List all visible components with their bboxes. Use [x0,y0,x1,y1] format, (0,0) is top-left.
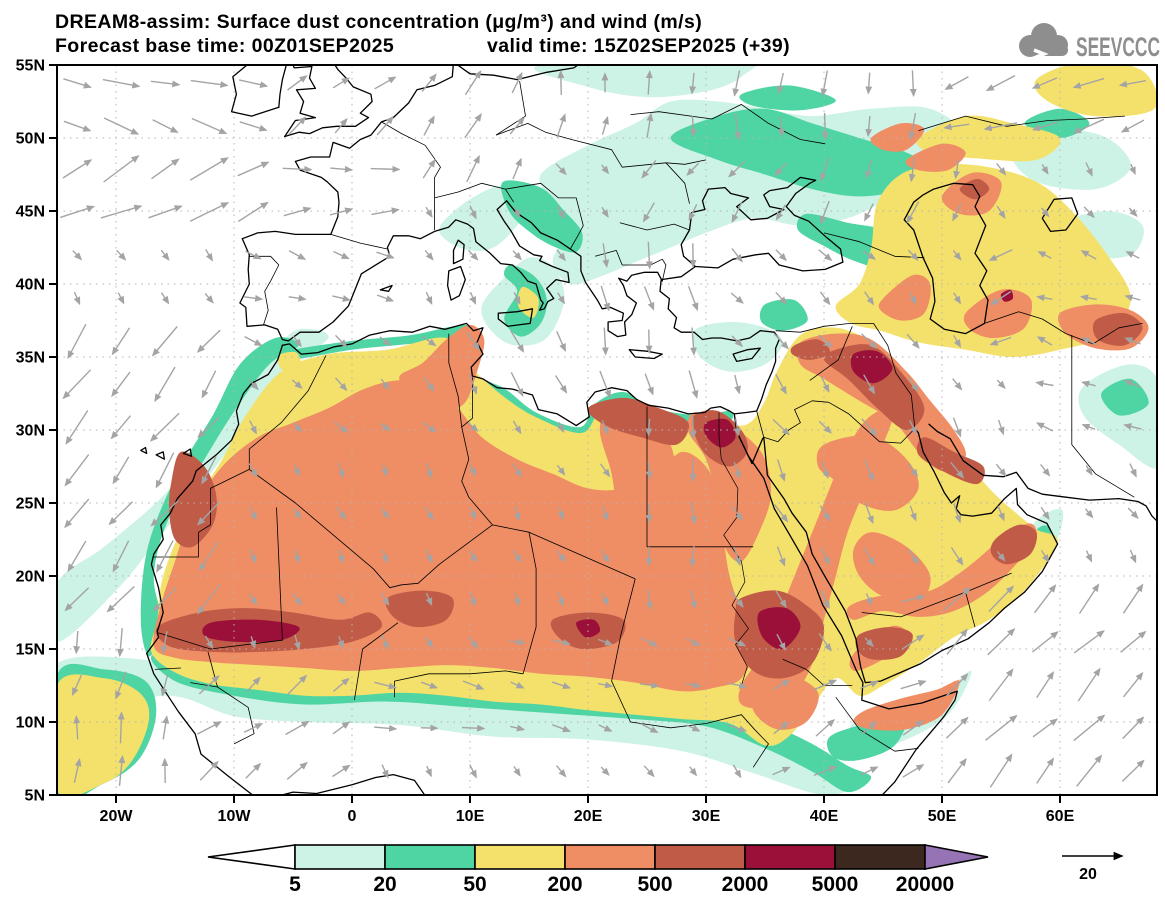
svg-text:45N: 45N [16,204,45,221]
svg-text:20: 20 [373,873,396,896]
svg-text:5: 5 [289,873,301,896]
svg-text:35N: 35N [16,350,45,367]
svg-text:20E: 20E [574,808,603,825]
svg-text:500: 500 [637,873,672,896]
logo-text: SEEVCCC [1076,32,1160,62]
svg-text:10N: 10N [16,715,45,732]
svg-text:60E: 60E [1046,808,1075,825]
svg-text:55N: 55N [16,58,45,75]
wind-reference: 20 [1062,856,1122,883]
svg-text:20000: 20000 [896,873,954,896]
svg-text:200: 200 [547,873,582,896]
color-legend: 5 20 50 200 500 2000 5000 20000 [208,845,988,896]
cloud-icon [1019,23,1068,58]
forecast-base-time: Forecast base time: 00Z01SEP2025 [55,35,394,57]
svg-text:40N: 40N [16,277,45,294]
map-area [45,57,1165,801]
valid-time: valid time: 15Z02SEP2025 (+39) [487,35,790,57]
svg-text:20N: 20N [16,569,45,586]
svg-text:30E: 30E [692,808,721,825]
svg-text:0: 0 [348,808,357,825]
svg-text:5000: 5000 [812,873,859,896]
svg-text:30N: 30N [16,423,45,440]
svg-text:40E: 40E [810,808,839,825]
figure-title: DREAM8-assim: Surface dust concentration… [55,11,702,33]
svg-text:15N: 15N [16,642,45,659]
wind-reference-label: 20 [1079,866,1097,883]
svg-text:50E: 50E [928,808,957,825]
svg-text:50: 50 [463,873,486,896]
svg-text:2000: 2000 [722,873,769,896]
svg-text:5N: 5N [25,788,45,805]
svg-text:10E: 10E [456,808,485,825]
svg-text:25N: 25N [16,496,45,513]
svg-text:10W: 10W [218,808,252,825]
svg-text:20W: 20W [100,808,134,825]
svg-text:50N: 50N [16,131,45,148]
seevccc-logo: SEEVCCC [1019,23,1160,62]
